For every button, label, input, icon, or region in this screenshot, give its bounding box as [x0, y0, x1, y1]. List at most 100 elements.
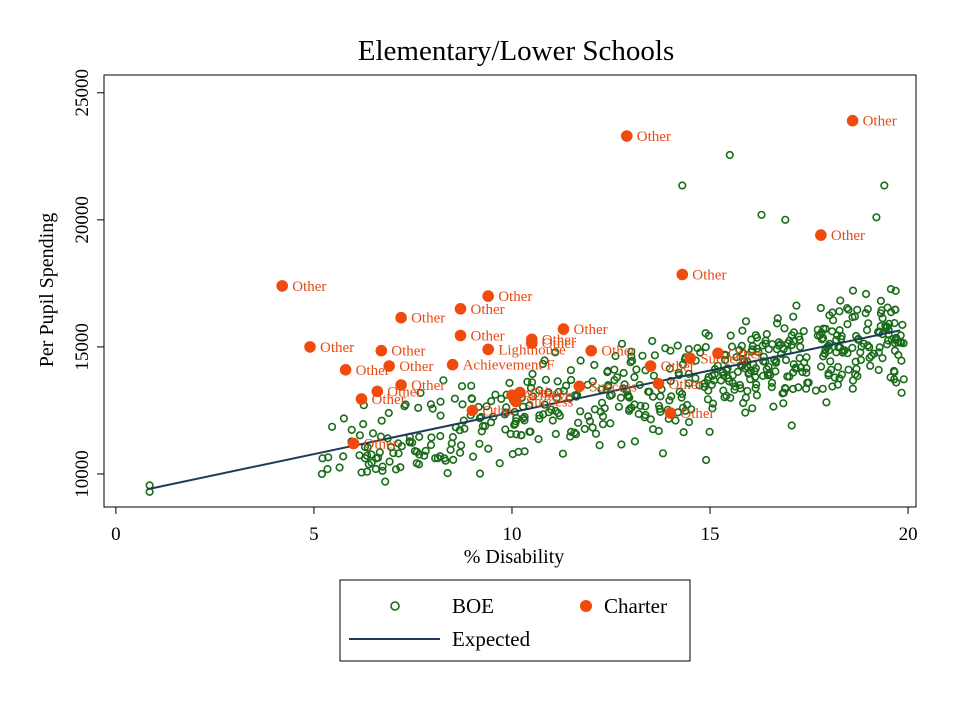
boe-point [881, 323, 890, 332]
boe-point [708, 399, 718, 408]
boe-point [459, 416, 468, 425]
boe-point [616, 393, 626, 402]
charter-point-label: Other [387, 384, 421, 400]
charter-point-label: Success [700, 351, 748, 367]
charter-point [482, 290, 495, 302]
boe-point [757, 210, 766, 219]
boe-point [751, 372, 760, 382]
boe-point [523, 377, 532, 387]
boe-point [666, 376, 675, 386]
boe-point [874, 348, 884, 357]
boe-point [833, 362, 843, 372]
boe-point [738, 326, 747, 335]
boe-point [878, 314, 887, 323]
boe-point [696, 348, 705, 357]
boe-point [627, 356, 637, 365]
boe-point [625, 404, 634, 414]
boe-point [401, 400, 410, 409]
boe-point [746, 366, 755, 375]
charter-point [371, 385, 384, 398]
boe-point [844, 365, 853, 374]
boe-point [735, 345, 744, 355]
boe-point [627, 352, 636, 361]
charter-point-label: Other [292, 279, 326, 295]
boe-point [603, 382, 613, 391]
boe-point [428, 404, 437, 413]
boe-point [863, 305, 872, 314]
boe-point [396, 463, 405, 472]
legend-boe-label: BOE [452, 594, 494, 618]
boe-point [598, 420, 608, 429]
charter-point-label: Other [411, 378, 445, 394]
boe-point [701, 343, 710, 352]
boe-point [514, 447, 523, 457]
boe-point [747, 345, 757, 354]
boe-point [420, 451, 429, 460]
boe-point [323, 465, 332, 474]
boe-point [898, 320, 907, 330]
charter-point [712, 347, 724, 360]
boe-point [794, 383, 803, 392]
boe-point [646, 415, 655, 424]
boe-point [707, 380, 717, 389]
boe-point [436, 397, 445, 406]
boe-point [544, 388, 553, 397]
boe-point [656, 392, 665, 401]
boe-point [783, 339, 793, 348]
charter-point [573, 380, 586, 393]
y-tick-label: 15000 [72, 323, 93, 371]
charter-point-label: Other [669, 377, 703, 393]
boe-point [798, 367, 807, 377]
charter-point [526, 337, 538, 349]
boe-point [656, 407, 665, 417]
boe-point [866, 361, 875, 370]
boe-point [506, 429, 515, 439]
boe-point [674, 368, 683, 377]
boe-point [576, 407, 585, 416]
boe-point [678, 181, 687, 190]
boe-point [443, 469, 452, 478]
boe-point [751, 331, 760, 340]
boe-point [416, 388, 425, 398]
boe-point [876, 296, 886, 306]
boe-point [890, 338, 900, 348]
boe-point [836, 296, 845, 305]
boe-point [497, 394, 506, 404]
x-tick-label: 15 [701, 524, 720, 545]
boe-point [725, 150, 734, 160]
boe-point [588, 423, 597, 432]
boe-point [619, 368, 628, 378]
boe-point [385, 457, 394, 466]
boe-point [799, 327, 808, 336]
boe-point [769, 402, 778, 411]
boe-point [361, 454, 370, 463]
boe-point [526, 383, 536, 393]
charter-point [557, 323, 570, 335]
boe-point [591, 429, 601, 438]
boe-point [876, 309, 886, 318]
boe-point [681, 406, 690, 415]
boe-point [477, 427, 486, 436]
boe-point [339, 452, 348, 461]
boe-point [772, 319, 782, 328]
charter-point [383, 360, 396, 372]
boe-point [767, 383, 776, 392]
charter-point-label: Other [661, 359, 695, 375]
charter-point-label: Other [863, 114, 897, 130]
charter-point-label: Other [498, 289, 532, 305]
boe-point [328, 422, 337, 431]
legend-boe-marker [390, 601, 400, 611]
boe-point [495, 459, 504, 468]
boe-point [377, 416, 386, 425]
boe-point [436, 432, 445, 441]
boe-point [649, 371, 659, 380]
boe-point [460, 424, 469, 433]
boe-point [391, 465, 401, 474]
boe-point [517, 431, 526, 440]
boe-point [720, 356, 730, 365]
boe-point [857, 342, 866, 351]
charter-point-label: Other [471, 302, 505, 318]
charter-point-label: Other [364, 437, 398, 453]
boe-point [501, 425, 510, 434]
y-tick-label: 25000 [72, 69, 93, 117]
